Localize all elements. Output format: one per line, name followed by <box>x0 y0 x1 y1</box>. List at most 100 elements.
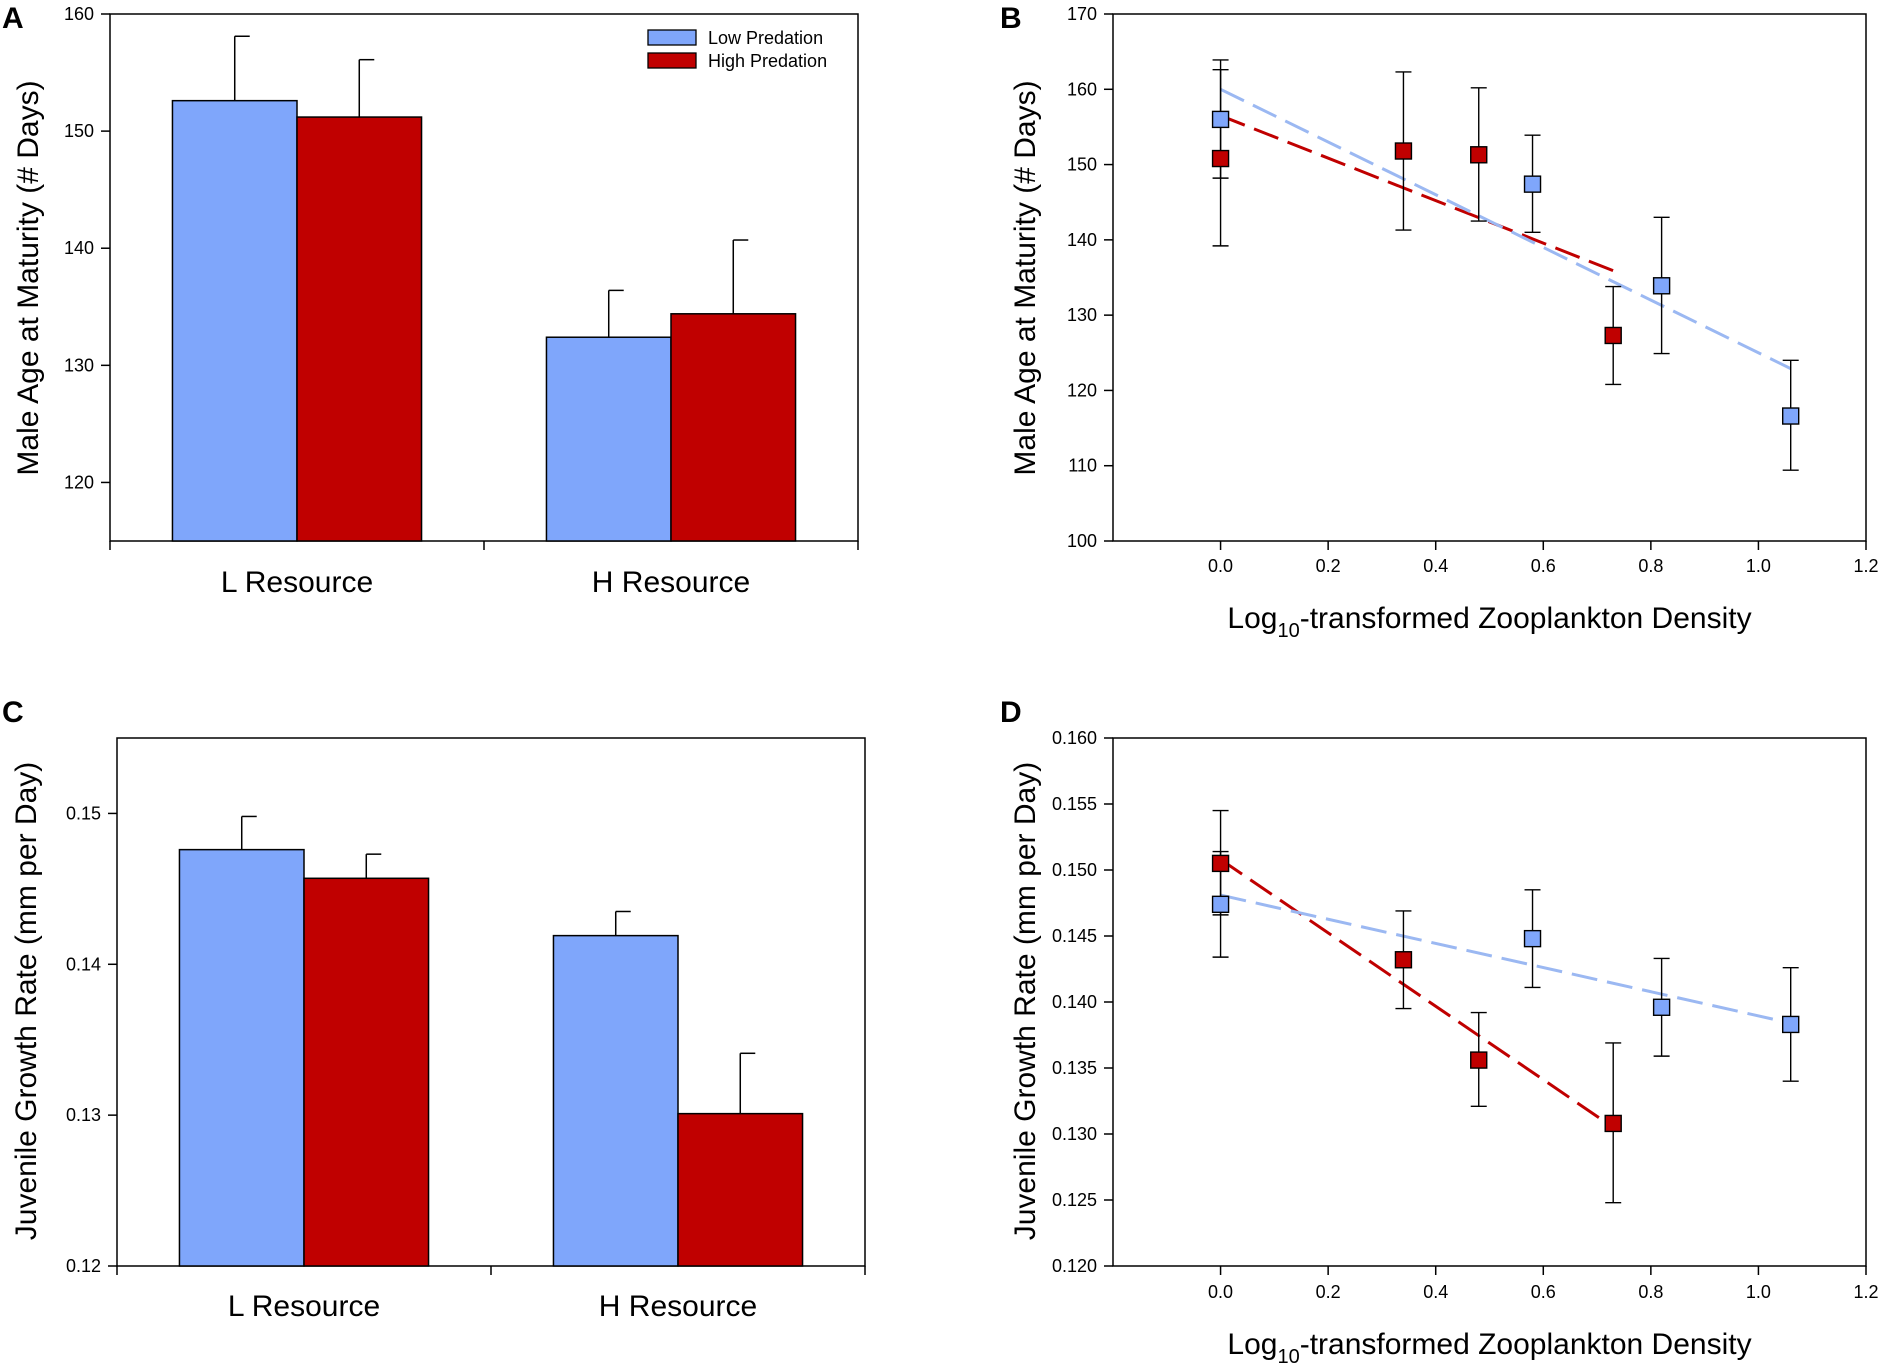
y-axis-title: Male Age at Maturity (# Days) <box>12 80 45 475</box>
y-tick-label: 0.125 <box>1052 1190 1097 1210</box>
x-axis-title-prefix: Log <box>1227 602 1277 635</box>
y-tick-label: 160 <box>64 4 94 24</box>
legend: Low Predation High Predation <box>647 28 827 71</box>
point-low-predation <box>1211 110 1230 129</box>
fit-line-low-predation <box>1219 87 1792 370</box>
legend-label-high-predation: High Predation <box>708 51 827 71</box>
x-tick-label: 0.8 <box>1638 1282 1663 1302</box>
y-tick-label: 0.12 <box>66 1256 101 1276</box>
panel-letter: C <box>2 696 24 729</box>
x-tick-label: 1.0 <box>1746 556 1771 576</box>
x-tick-label: 0.2 <box>1316 1282 1341 1302</box>
point-low-predation <box>1211 895 1230 914</box>
y-tick-label: 0.13 <box>66 1105 101 1125</box>
legend-label-low-predation: Low Predation <box>708 28 823 48</box>
panel-b: B Male Age at Maturity (# Days) 100 110 120 1… <box>1000 2 1879 642</box>
y-tick-label: 150 <box>1067 155 1097 175</box>
y-tick-label: 0.155 <box>1052 794 1097 814</box>
x-axis-title-prefix: Log <box>1227 1328 1277 1361</box>
point-high-predation <box>1604 326 1622 345</box>
point-low-predation <box>1652 277 1671 295</box>
category-label: L Resource <box>228 1290 380 1323</box>
legend-swatch-low-predation <box>647 29 697 46</box>
panel-c: C Juvenile Growth Rate (mm per Day) 0.12 0.… <box>2 696 866 1323</box>
panel-d: D Juvenile Growth Rate (mm per Day) 0.120 0… <box>1000 696 1879 1363</box>
fit-line-high-predation <box>1220 114 1614 273</box>
category-label: H Resource <box>599 1290 757 1323</box>
bar-high-predation-l-resource <box>296 116 423 542</box>
x-axis-title: Log10-transformed Zooplankton Density <box>1227 1328 1751 1363</box>
y-axis-title: Juvenile Growth Rate (mm per Day) <box>1009 762 1042 1240</box>
y-tick-label: 0.145 <box>1052 926 1097 946</box>
y-tick-label: 130 <box>1067 305 1097 325</box>
point-low-predation <box>1523 929 1542 948</box>
point-low-predation <box>1781 407 1800 425</box>
x-tick-label: 1.2 <box>1853 1282 1878 1302</box>
y-tick-label: 120 <box>1067 380 1097 400</box>
panel-letter: D <box>1000 696 1022 729</box>
y-tick-label: 0.130 <box>1052 1124 1097 1144</box>
x-tick-label: 0.6 <box>1531 1282 1556 1302</box>
x-tick-label: 0.2 <box>1316 556 1341 576</box>
x-axis-title-suffix: -transformed Zooplankton Density <box>1300 1328 1752 1361</box>
point-high-predation <box>1470 1051 1488 1069</box>
bar-low-predation-h-resource <box>545 336 672 542</box>
x-tick-label: 0.4 <box>1423 1282 1448 1302</box>
y-tick-label: 0.160 <box>1052 728 1097 748</box>
x-tick-label: 0.0 <box>1208 556 1233 576</box>
y-tick-label: 150 <box>64 121 94 141</box>
point-low-predation <box>1781 1015 1800 1034</box>
x-tick-label: 0.6 <box>1531 556 1556 576</box>
panel-letter: B <box>1000 2 1022 35</box>
panel-letter: A <box>2 2 24 35</box>
panel-a: A Male Age at Maturity (# Days) 120 130 140 1… <box>2 2 859 599</box>
y-tick-label: 0.15 <box>66 803 101 823</box>
y-tick-label: 0.140 <box>1052 992 1097 1012</box>
bar-low-predation-l-resource <box>171 99 298 542</box>
plot-frame <box>1112 737 1867 1267</box>
fit-line-low-predation <box>1220 893 1792 1025</box>
fit-line-high-predation <box>1219 858 1615 1129</box>
y-tick-label: 0.120 <box>1052 1256 1097 1276</box>
y-tick-label: 170 <box>1067 4 1097 24</box>
point-high-predation <box>1604 1114 1622 1133</box>
y-tick-label: 140 <box>1067 230 1097 250</box>
x-tick-label: 0.4 <box>1423 556 1448 576</box>
y-tick-label: 160 <box>1067 79 1097 99</box>
legend-swatch-high-predation <box>647 52 697 69</box>
bar-high-predation-h-resource <box>677 1112 804 1267</box>
y-axis-title: Juvenile Growth Rate (mm per Day) <box>10 762 43 1240</box>
point-low-predation <box>1652 998 1671 1016</box>
x-axis-title-suffix: -transformed Zooplankton Density <box>1300 602 1752 635</box>
bar-high-predation-l-resource <box>303 877 430 1267</box>
x-tick-label: 1.0 <box>1746 1282 1771 1302</box>
x-tick-label: 0.0 <box>1208 1282 1233 1302</box>
x-axis-title-subscript: 10 <box>1277 620 1299 642</box>
y-tick-label: 0.150 <box>1052 860 1097 880</box>
y-tick-label: 100 <box>1067 531 1097 551</box>
point-high-predation <box>1394 951 1413 969</box>
y-tick-label: 0.135 <box>1052 1058 1097 1078</box>
x-axis-title-subscript: 10 <box>1277 1346 1299 1363</box>
bar-low-predation-h-resource <box>552 934 679 1267</box>
point-high-predation <box>1211 149 1230 168</box>
x-tick-label: 1.2 <box>1853 556 1878 576</box>
x-axis-title: Log10-transformed Zooplankton Density <box>1227 602 1751 642</box>
point-high-predation <box>1394 142 1413 160</box>
point-low-predation <box>1523 175 1542 193</box>
y-tick-label: 120 <box>64 472 94 492</box>
plot-frame <box>1112 13 1867 542</box>
point-high-predation <box>1211 854 1230 873</box>
y-axis-title: Male Age at Maturity (# Days) <box>1009 80 1042 475</box>
y-tick-label: 110 <box>1068 456 1097 476</box>
x-tick-label: 0.8 <box>1638 556 1663 576</box>
category-label: L Resource <box>221 566 373 599</box>
y-tick-label: 140 <box>64 238 94 258</box>
bar-high-predation-h-resource <box>670 313 797 542</box>
y-tick-label: 130 <box>64 355 94 375</box>
category-label: H Resource <box>592 566 750 599</box>
bar-low-predation-l-resource <box>178 848 305 1267</box>
point-high-predation <box>1470 146 1488 164</box>
y-tick-label: 0.14 <box>66 954 101 974</box>
